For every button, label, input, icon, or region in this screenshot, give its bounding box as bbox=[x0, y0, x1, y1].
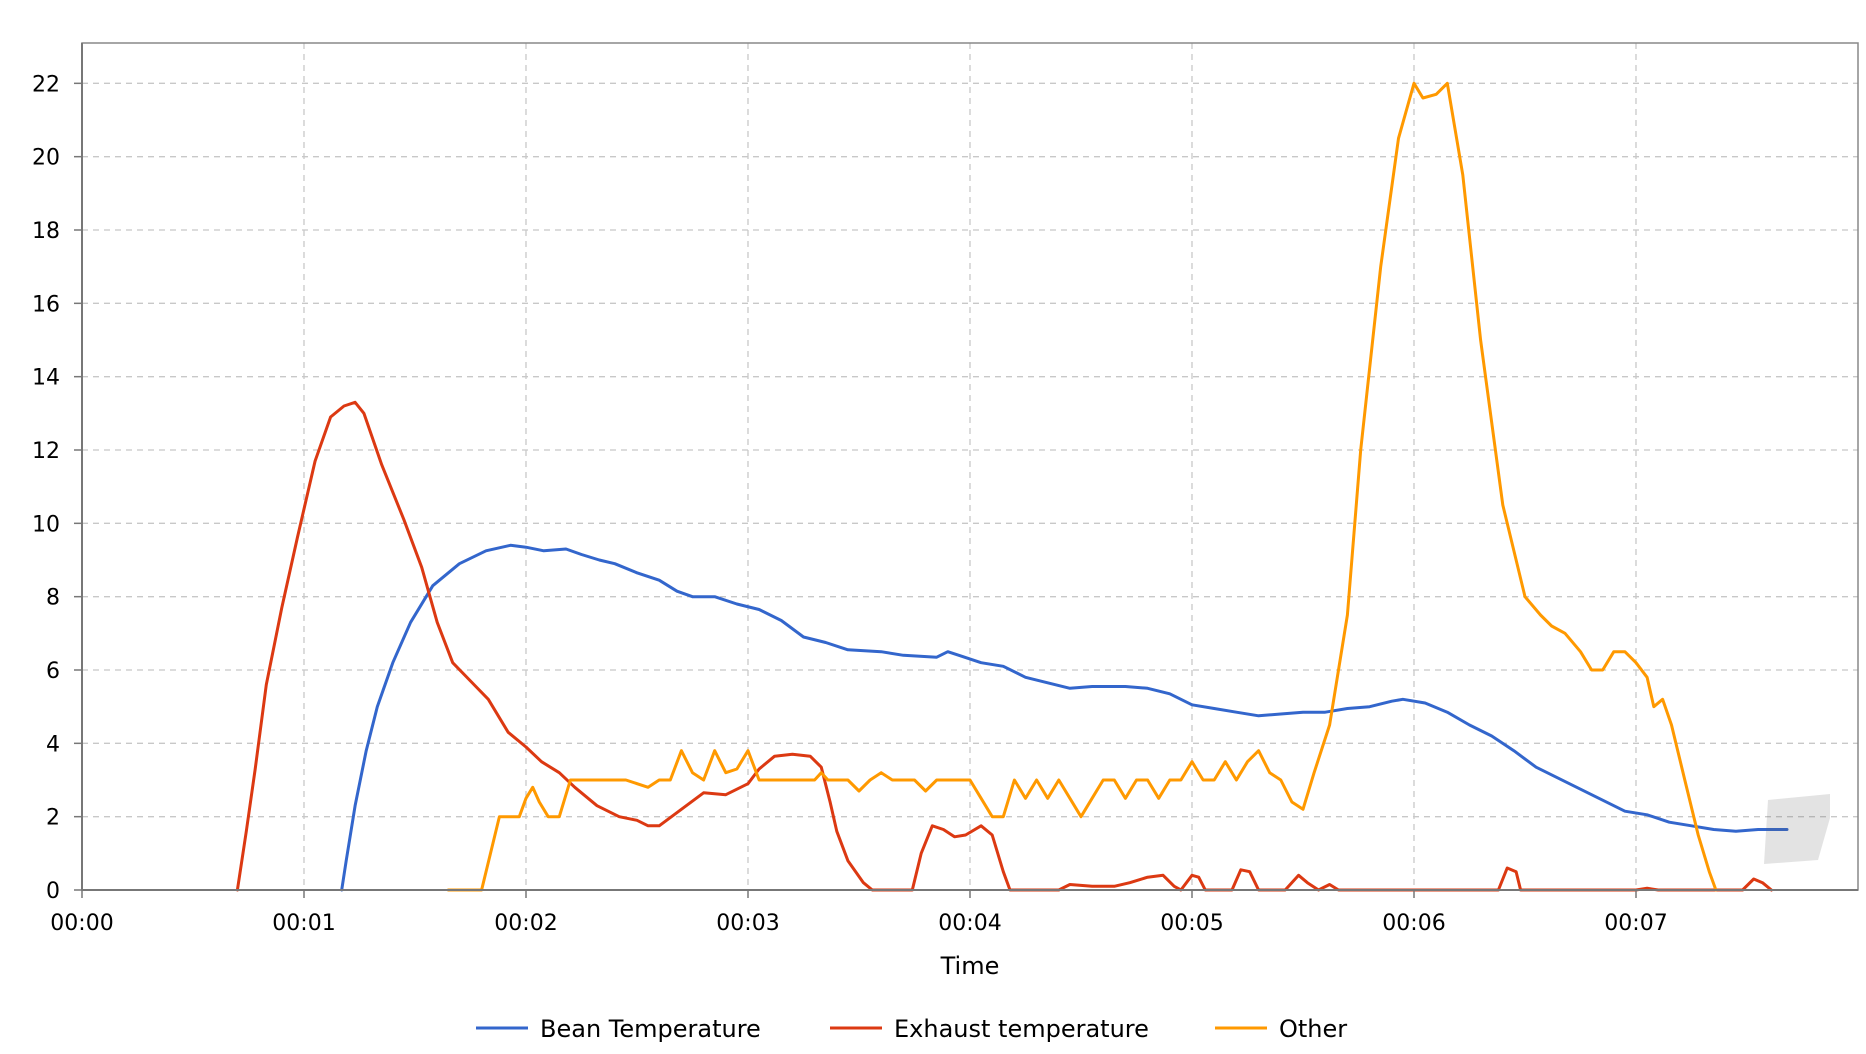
legend: Bean Temperature Exhaust temperature Oth… bbox=[476, 1015, 1347, 1043]
legend-label-bean-temperature: Bean Temperature bbox=[540, 1015, 761, 1043]
x-tick-label-5: 00:05 bbox=[1160, 911, 1223, 936]
logo-watermark-icon bbox=[1764, 794, 1830, 864]
series-line-bean-temperature bbox=[340, 543, 1789, 892]
x-tick-label-2: 00:02 bbox=[494, 911, 557, 936]
grid bbox=[82, 43, 1858, 890]
legend-item-bean-temperature[interactable]: Bean Temperature bbox=[476, 1015, 761, 1043]
x-tick-label-6: 00:06 bbox=[1382, 911, 1445, 936]
legend-item-exhaust-temperature[interactable]: Exhaust temperature bbox=[830, 1015, 1149, 1043]
x-tick-label-4: 00:04 bbox=[938, 911, 1001, 936]
y-tick-label-4: 8 bbox=[46, 586, 60, 611]
y-tick-label-0: 0 bbox=[46, 879, 60, 904]
x-axis-title: Time bbox=[940, 952, 1000, 980]
y-tick-label-5: 10 bbox=[32, 512, 60, 537]
y-tick-label-7: 14 bbox=[32, 366, 60, 391]
y-axis-ticks: 0 2 4 6 8 10 12 14 16 18 20 22 bbox=[32, 72, 82, 904]
x-tick-label-1: 00:01 bbox=[272, 911, 335, 936]
y-tick-label-9: 18 bbox=[32, 219, 60, 244]
y-tick-label-8: 16 bbox=[32, 292, 60, 317]
y-tick-label-3: 6 bbox=[46, 659, 60, 684]
y-tick-label-6: 12 bbox=[32, 439, 60, 464]
y-tick-label-11: 22 bbox=[32, 72, 60, 97]
x-axis-ticks: 00:00 00:01 00:02 00:03 00:04 00:05 00:06 00:07 bbox=[50, 890, 1668, 936]
x-tick-label-7: 00:07 bbox=[1604, 911, 1667, 936]
y-tick-label-2: 4 bbox=[46, 732, 60, 757]
series-line-other bbox=[446, 81, 1718, 892]
y-tick-label-1: 2 bbox=[46, 806, 60, 831]
series-layer bbox=[235, 81, 1789, 892]
x-tick-label-0: 00:00 bbox=[50, 911, 113, 936]
y-tick-label-10: 20 bbox=[32, 146, 60, 171]
legend-item-other[interactable]: Other bbox=[1215, 1015, 1347, 1043]
legend-label-other: Other bbox=[1279, 1015, 1347, 1043]
x-tick-label-3: 00:03 bbox=[716, 911, 779, 936]
legend-label-exhaust-temperature: Exhaust temperature bbox=[894, 1015, 1149, 1043]
